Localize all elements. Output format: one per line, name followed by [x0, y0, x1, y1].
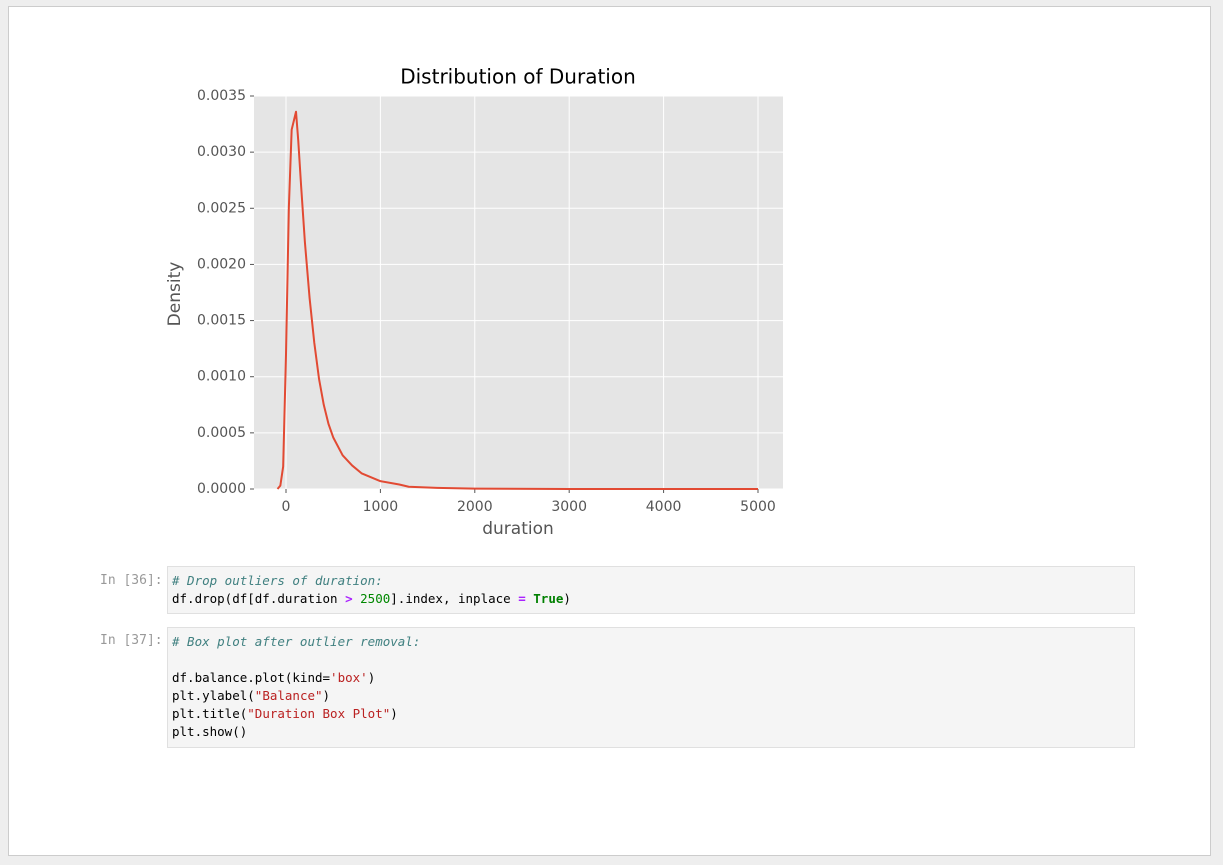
- keyword: True: [533, 591, 564, 606]
- y-tick-label: 0.0020: [197, 256, 246, 272]
- code: ): [322, 688, 331, 703]
- x-tick-label: 3000: [551, 499, 587, 515]
- chart: Distribution of Duration duration Densit…: [165, 65, 783, 539]
- x-tick-label: 2000: [457, 499, 493, 515]
- code: df.balance.plot(kind=: [172, 670, 331, 685]
- code: plt.show(): [172, 724, 248, 739]
- code: plt.title(: [172, 706, 248, 721]
- operator: =: [518, 591, 534, 606]
- y-tick-label: 0.0000: [197, 481, 246, 497]
- plot-area: [254, 96, 783, 489]
- prompt: In [37]:: [100, 633, 163, 648]
- line: [276, 110, 758, 490]
- code: ): [367, 670, 376, 685]
- comment: # Drop outliers of duration:: [172, 573, 383, 588]
- y-tick-label: 0.0035: [197, 88, 246, 104]
- x-tick-label: 5000: [740, 499, 776, 515]
- y-tick-label: 0.0005: [197, 425, 246, 441]
- code: df.drop(df[df.duration: [172, 591, 346, 606]
- code-line: df.balance.plot(kind='box'): [172, 669, 1130, 687]
- y-axis-label: Density: [165, 262, 185, 327]
- y-tick-label: 0.0030: [197, 144, 246, 160]
- x-tick-label: 4000: [646, 499, 682, 515]
- code-line: plt.ylabel("Balance"): [172, 687, 1130, 705]
- x-tick-label: 0: [282, 499, 291, 515]
- y-tick-label: 0.0025: [197, 200, 246, 216]
- code-line: # Box plot after outlier removal:: [172, 633, 1130, 651]
- y-tick-label: 0.0015: [197, 313, 246, 329]
- string: "Duration Box Plot": [247, 706, 391, 721]
- string: "Balance": [254, 688, 323, 703]
- code-line: # Drop outliers of duration:: [172, 572, 1130, 590]
- prompt: In [36]:: [100, 573, 163, 588]
- number: 2500: [360, 591, 391, 606]
- code: ): [563, 591, 571, 606]
- chart-title: Distribution of Duration: [400, 65, 636, 89]
- comment: # Box plot after outlier removal:: [172, 634, 421, 649]
- code: ].index, inplace: [390, 591, 519, 606]
- code: ): [390, 706, 398, 721]
- code-cell[interactable]: # Box plot after outlier removal: df.bal…: [167, 627, 1135, 748]
- code: plt.ylabel(: [172, 688, 255, 703]
- x-tick-label: 1000: [363, 499, 399, 515]
- code-line: plt.show(): [172, 723, 1130, 741]
- y-tick-label: 0.0010: [197, 369, 246, 385]
- x-axis-label: duration: [482, 519, 554, 539]
- code-line: plt.title("Duration Box Plot"): [172, 705, 1130, 723]
- operator: >: [345, 591, 361, 606]
- code-cell[interactable]: # Drop outliers of duration: df.drop(df[…: [167, 566, 1135, 614]
- marks: [276, 110, 758, 490]
- string: 'box': [330, 670, 368, 685]
- code-line: df.drop(df[df.duration > 2500].index, in…: [172, 590, 1130, 608]
